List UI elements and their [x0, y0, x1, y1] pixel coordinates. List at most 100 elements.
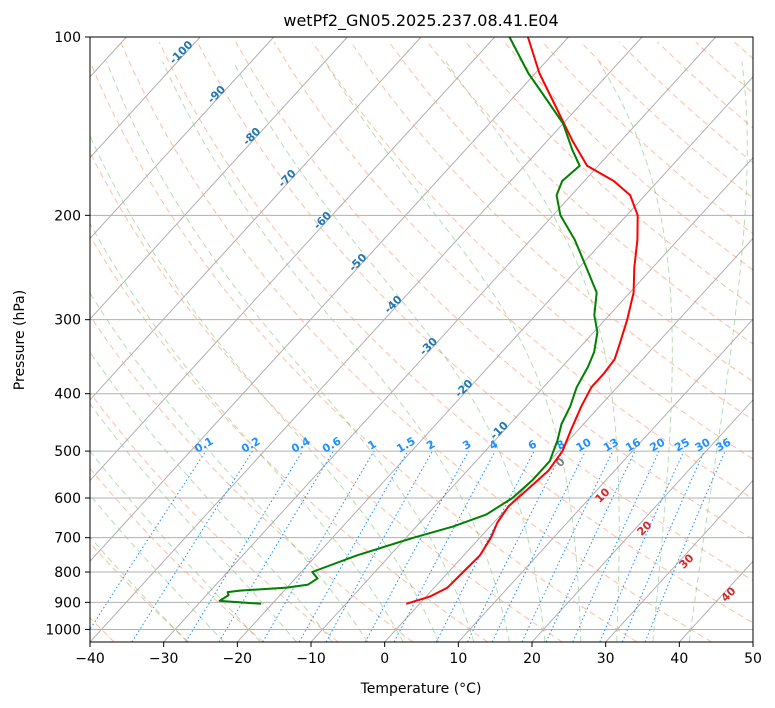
dry-adiabat — [427, 41, 753, 345]
moist-adiabat — [232, 61, 546, 642]
dry-adiabat — [388, 41, 753, 383]
x-tick-label: −10 — [296, 651, 326, 667]
moist-adiabat — [106, 61, 475, 642]
plot-frame — [89, 36, 754, 643]
isotherm-line — [90, 37, 496, 482]
moist-adiabat — [90, 536, 188, 642]
moist-adiabat — [598, 61, 673, 642]
mixing-ratio-label: 30 — [693, 435, 713, 454]
isotherm-label: -30 — [417, 335, 440, 358]
mixing-ratio-label: 20 — [648, 435, 668, 454]
moist-adiabat — [90, 494, 225, 642]
y-tick-label: 300 — [54, 313, 81, 329]
mixing-ratio-line — [467, 450, 564, 642]
profile-series — [218, 37, 639, 605]
mixing-ratio-lines — [90, 450, 726, 642]
moist-adiabat — [90, 450, 261, 642]
mixing-ratio-label: 13 — [601, 436, 621, 455]
chart-title: wetPf2_GN05.2025.237.08.41.E04 — [283, 11, 558, 31]
mixing-ratio-line — [572, 450, 660, 642]
y-tick-label: 500 — [54, 444, 81, 460]
isotherm-label: -90 — [205, 83, 228, 106]
isotherm-line — [752, 641, 753, 642]
isotherm-line — [236, 76, 753, 642]
isotherm-line — [90, 37, 201, 159]
dry-adiabat — [273, 41, 753, 500]
mixing-ratio-label: 16 — [623, 435, 643, 454]
isotherm-line — [531, 399, 753, 642]
x-tick-label: −20 — [223, 651, 253, 667]
grid-lines — [90, 37, 753, 642]
dry-adiabat — [580, 41, 753, 199]
x-axis: −40 −30 −20 −10 0 10 20 30 40 50 — [75, 642, 762, 667]
moist-adiabat — [90, 403, 297, 642]
dry-adiabat — [235, 41, 753, 540]
mixing-ratio-label: 0.2 — [239, 435, 262, 456]
mixing-ratio-label: 0.4 — [289, 434, 313, 455]
isotherm-line — [90, 37, 422, 401]
moist-adiabat-label: 30 — [677, 551, 697, 571]
y-tick-label: 400 — [54, 387, 81, 403]
dry-adiabat — [90, 391, 339, 642]
dry-adiabat — [196, 41, 753, 582]
y-tick-label: 1000 — [45, 622, 81, 638]
dry-adiabat — [657, 41, 753, 129]
isotherm-line — [90, 37, 348, 320]
mixing-ratio-line — [644, 450, 726, 642]
dry-adiabat — [350, 41, 753, 421]
y-tick-label: 100 — [54, 30, 81, 46]
x-axis-title: Temperature (°C) — [360, 681, 482, 697]
mixing-ratio-label: 1.5 — [394, 435, 417, 456]
dry-adiabat — [90, 467, 264, 642]
mixing-ratio-line — [218, 450, 334, 642]
isotherm-label: -50 — [346, 251, 369, 274]
mixing-ratio-line — [545, 450, 636, 642]
dewpoint-line — [218, 37, 599, 605]
moist-adiabat-label: 20 — [635, 518, 655, 538]
y-tick-label: 700 — [54, 531, 81, 547]
mixing-ratio-line — [364, 450, 470, 642]
moist-adiabat — [90, 351, 333, 642]
mixing-ratio-line — [393, 450, 496, 642]
mixing-ratio-line — [599, 450, 685, 642]
mixing-ratio-line — [90, 450, 207, 631]
moist-adiabat — [445, 61, 620, 642]
isotherm-line — [163, 37, 717, 642]
x-tick-label: 10 — [449, 651, 467, 667]
x-tick-label: 30 — [597, 651, 615, 667]
dry-adiabat — [618, 41, 753, 164]
mixing-ratio-label: 25 — [672, 436, 692, 455]
y-axis-title: Pressure (hPa) — [12, 290, 28, 390]
dry-adiabat — [90, 235, 488, 642]
x-tick-label: −30 — [149, 651, 179, 667]
mixing-ratio-line — [325, 450, 433, 642]
dry-adiabat — [312, 41, 753, 460]
moist-adiabat — [90, 222, 404, 642]
x-tick-label: 50 — [744, 651, 762, 667]
dry-adiabat — [90, 542, 190, 642]
mixing-ratio-label: 10 — [574, 435, 594, 454]
isotherm-line — [605, 479, 753, 642]
dry-adiabat — [695, 41, 753, 94]
isotherm-line — [90, 37, 643, 642]
dry-adiabat — [120, 41, 712, 642]
mixing-ratio-line — [262, 450, 375, 642]
mixing-ratio-line — [131, 450, 254, 642]
isotherm-label: -20 — [452, 377, 475, 400]
isotherm-line — [457, 318, 753, 642]
dry-adiabat — [733, 41, 753, 60]
dry-adiabat — [90, 59, 638, 642]
isotherm-line — [90, 37, 275, 240]
isotherm-label: -70 — [276, 167, 299, 190]
isotherm-line — [384, 237, 753, 642]
mixing-ratio-label: 0.1 — [192, 435, 215, 456]
mixing-ratio-line — [621, 450, 705, 642]
dry-adiabat — [90, 151, 563, 642]
mixing-ratio-line — [185, 450, 304, 642]
moist-adiabat — [90, 134, 440, 642]
y-axis: 100 200 300 400 500 600 700 800 900 1000 — [45, 30, 90, 638]
moist-adiabat — [688, 61, 748, 642]
y-tick-label: 600 — [54, 491, 81, 507]
mixing-ratio-label: 6 — [526, 437, 539, 452]
